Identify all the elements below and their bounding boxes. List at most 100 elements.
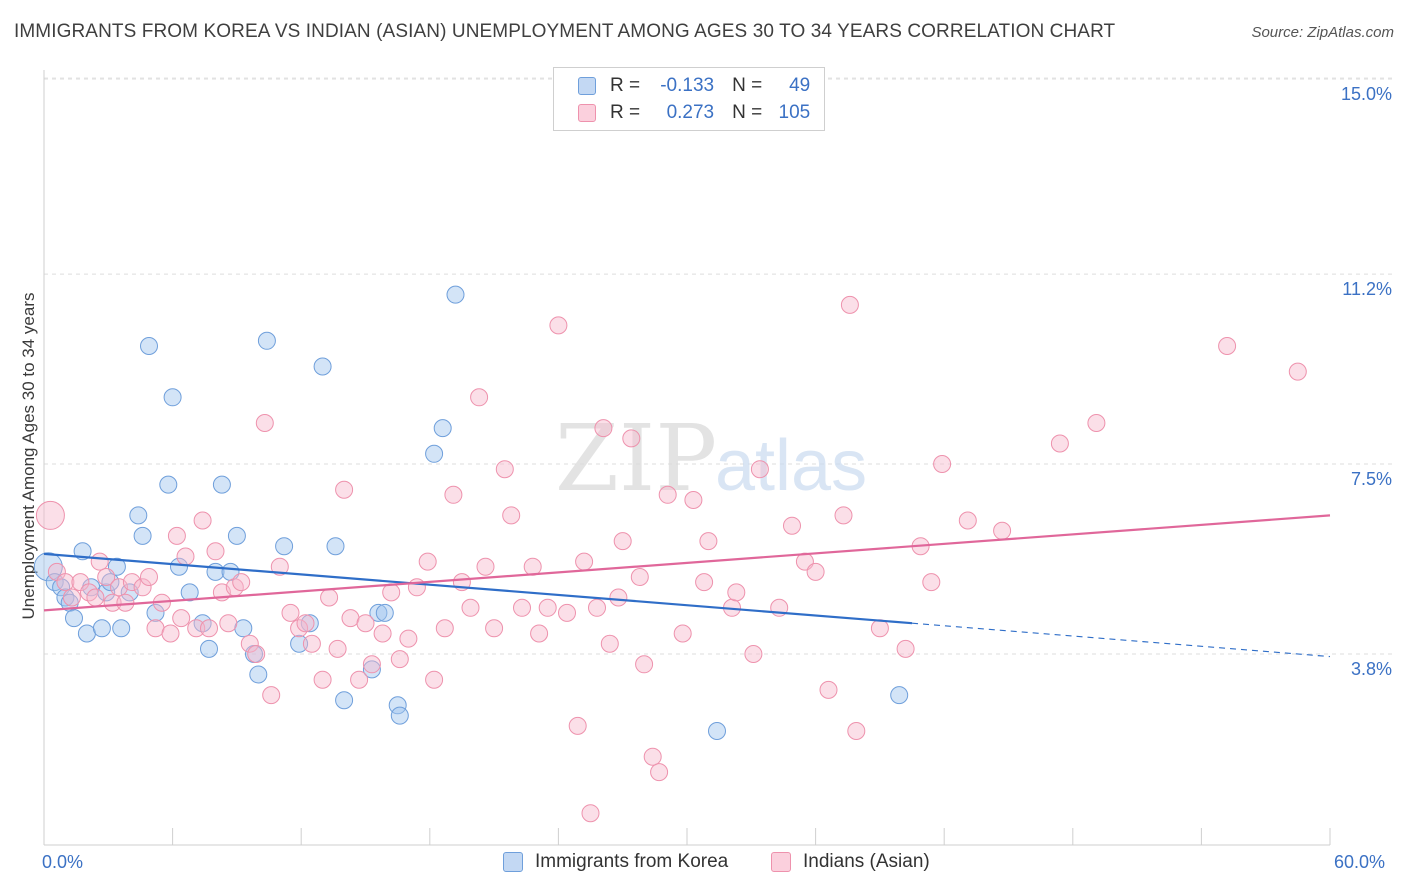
- korea-point: [133, 526, 152, 545]
- indian-point: [630, 568, 649, 586]
- indian-point: [444, 485, 463, 504]
- indian-point: [622, 429, 641, 448]
- series-legend-label-korea: Immigrants from Korea: [535, 851, 729, 872]
- indian-trend-line: [43, 514, 1331, 612]
- indian-point: [328, 639, 347, 658]
- indian-point: [146, 619, 165, 638]
- legend-r-label: R =: [610, 75, 641, 96]
- indian-point: [425, 670, 444, 689]
- indian-point: [1218, 337, 1237, 355]
- korea-point: [425, 444, 444, 463]
- indian-point: [90, 552, 109, 571]
- indian-point: [270, 557, 289, 576]
- indian-point: [635, 655, 654, 674]
- axes: [43, 70, 1331, 846]
- korea-point: [313, 357, 332, 376]
- indian-point: [1087, 414, 1106, 432]
- legend-row-korea: R = -0.133 N = 49: [578, 74, 810, 98]
- korea-point: [300, 614, 319, 633]
- indian-point: [341, 609, 360, 628]
- indian-point: [240, 634, 259, 653]
- indian-point: [476, 557, 495, 576]
- series-swatch-indian: [771, 852, 791, 872]
- korea-point: [180, 583, 199, 602]
- indian-point: [783, 516, 801, 535]
- legend-n-label: N =: [732, 102, 763, 123]
- series-korea-points: [33, 285, 909, 740]
- korea-point: [170, 557, 188, 576]
- indian-point: [485, 619, 504, 638]
- watermark: ZIP atlas: [555, 405, 867, 512]
- indian-point: [650, 763, 669, 782]
- korea-point: [446, 285, 465, 304]
- y-tick-label: 3.8%: [1350, 659, 1392, 679]
- indian-point: [281, 603, 300, 622]
- indian-point: [643, 747, 662, 766]
- indian-point: [362, 655, 381, 674]
- indian-point: [594, 419, 613, 438]
- korea-point: [375, 603, 394, 622]
- indian-point: [247, 645, 266, 663]
- korea-point: [275, 537, 294, 556]
- indian-point: [695, 573, 714, 592]
- series-legend-indian[interactable]: Indians (Asian): [771, 851, 930, 873]
- korea-point: [206, 562, 225, 581]
- indian-point: [103, 593, 122, 612]
- indian-point: [834, 506, 853, 525]
- indian-point: [167, 526, 186, 545]
- indian-point: [840, 295, 859, 314]
- indian-point: [684, 491, 703, 509]
- korea-point: [390, 706, 409, 725]
- indian-point: [116, 593, 135, 612]
- indian-point: [523, 557, 542, 576]
- korea-trend-line: [43, 552, 913, 625]
- korea-point: [146, 603, 165, 622]
- indian-point: [350, 670, 369, 689]
- series-legend-label-indian: Indians (Asian): [803, 851, 930, 872]
- indian-point: [296, 614, 315, 633]
- korea-point: [708, 722, 726, 740]
- indian-point: [1050, 434, 1069, 453]
- indian-point: [262, 686, 281, 705]
- indian-point: [161, 624, 180, 643]
- indian-point: [819, 680, 838, 699]
- indian-point: [806, 562, 825, 581]
- indian-point: [495, 460, 514, 479]
- indian-point: [530, 624, 549, 643]
- trend-lines: [43, 514, 1331, 658]
- indian-point: [122, 573, 141, 592]
- indian-point: [97, 568, 116, 586]
- korea-point: [77, 624, 96, 643]
- korea-point: [200, 639, 218, 658]
- indian-point: [335, 480, 354, 499]
- indian-point: [86, 588, 105, 607]
- indian-point: [538, 598, 557, 617]
- korea-point: [227, 526, 246, 545]
- indian-point: [1288, 362, 1307, 381]
- series-legend-korea[interactable]: Immigrants from Korea: [503, 851, 728, 873]
- y-tick-label: 11.2%: [1342, 279, 1392, 300]
- indian-point: [313, 670, 332, 689]
- indian-point: [568, 716, 587, 735]
- indian-point: [958, 511, 977, 530]
- indian-point: [219, 614, 238, 633]
- indian-point: [176, 547, 195, 566]
- indian-point: [673, 624, 692, 643]
- correlation-legend: R = -0.133 N = 49 R = 0.273 N = 105: [553, 67, 825, 131]
- korea-point: [234, 619, 253, 638]
- korea-point: [212, 475, 231, 494]
- indian-point: [613, 532, 632, 551]
- indian-point: [750, 460, 769, 479]
- indian-point: [320, 588, 339, 607]
- indian-point: [232, 573, 251, 592]
- indian-point: [922, 573, 941, 592]
- indian-point: [727, 583, 746, 602]
- indian-point: [193, 511, 212, 530]
- korea-point: [257, 331, 276, 350]
- indian-point: [435, 619, 454, 638]
- korea-trend-extension: [912, 622, 1331, 658]
- korea-point: [290, 634, 309, 653]
- legend-r-label: R =: [610, 102, 641, 123]
- chart-title: IMMIGRANTS FROM KOREA VS INDIAN (ASIAN) …: [14, 21, 1116, 42]
- source-label: Source: ZipAtlas.com: [1251, 24, 1394, 41]
